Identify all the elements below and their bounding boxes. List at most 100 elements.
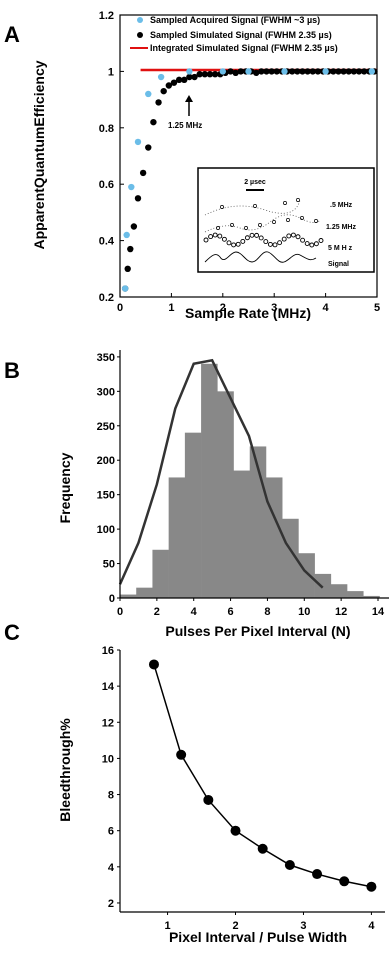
data-point [339, 876, 350, 887]
inset-sample-point [318, 238, 324, 243]
acquired-point [186, 68, 193, 75]
simulated-point [211, 71, 219, 78]
panel-letter-b: B [4, 358, 20, 383]
simulated-point [345, 68, 352, 75]
data-point [284, 860, 295, 871]
panel-a-y-label: ApparentQuantumEfficiency [31, 60, 47, 249]
simulated-point [145, 144, 152, 151]
panel-a-inset: 2 µsec .5 MHz 1.25 MHz 5 M H z [197, 167, 375, 273]
x-tick-label: 0 [117, 606, 123, 618]
acquired-point [281, 68, 288, 75]
acquired-point [245, 68, 252, 75]
legend-marker-simulated [137, 32, 143, 38]
simulated-point [288, 68, 296, 75]
y-tick-label: 50 [103, 559, 115, 571]
inset-sample-point [249, 232, 255, 238]
simulated-point [258, 68, 265, 75]
panel-b-chart: 0 50 100 150 200 250 300 350 0 2 4 6 8 10 12 14 Pulses… [57, 350, 389, 639]
simulated-point [127, 245, 134, 253]
legend-label-acquired: Sampled Acquired Signal (FWHM ~3 µs) [150, 15, 320, 25]
simulated-point [227, 68, 234, 75]
x-tick-label: 8 [264, 606, 270, 618]
inset-label-125mhz: 1.25 MHz [326, 224, 356, 231]
acquired-point [219, 68, 226, 75]
inset-sample-point [309, 242, 315, 248]
panel-letter-c: C [4, 620, 20, 645]
inset-label-5mhz: 5 M H z [328, 245, 353, 252]
panel-a-legend: Sampled Acquired Signal (FWHM ~3 µs) Sam… [130, 15, 338, 53]
panel-c-x-ticks: 1 2 3 4 [165, 912, 375, 932]
y-tick-label: 0 [109, 593, 115, 605]
simulated-point [268, 68, 275, 75]
simulated-point [299, 68, 306, 75]
simulated-point [139, 169, 147, 177]
data-point [257, 843, 268, 854]
annotation-label: 1.25 MHz [168, 121, 202, 130]
simulated-point [175, 76, 183, 84]
y-tick-label: 1 [108, 66, 114, 78]
panel-b-y-ticks: 0 50 100 150 200 250 300 350 [97, 352, 120, 605]
y-tick-label: 0.2 [99, 292, 114, 304]
y-tick-label: 4 [108, 862, 115, 874]
inset-sample-point [258, 235, 264, 241]
histogram-bar [298, 553, 315, 598]
x-tick-label: 14 [372, 606, 385, 618]
y-tick-label: 14 [102, 681, 115, 693]
simulated-point [170, 79, 178, 86]
x-tick-label: 4 [323, 302, 330, 314]
data-point [176, 749, 187, 760]
simulated-point [355, 68, 363, 75]
y-tick-label: 0.6 [99, 179, 114, 191]
inset-sample-point [313, 241, 319, 247]
inset-sample-point [300, 216, 304, 220]
inset-sample-point [244, 235, 250, 241]
acquired-point [123, 231, 130, 239]
y-tick-label: 200 [97, 455, 115, 467]
x-tick-label: 5 [374, 302, 380, 314]
panel-b-x-label: Pulses Per Pixel Interval (N) [165, 623, 350, 639]
inset-frame [197, 167, 375, 273]
histogram-bar [265, 477, 283, 598]
legend-marker-acquired [137, 17, 143, 23]
inset-sample-point [272, 242, 278, 248]
x-tick-label: 2 [154, 606, 160, 618]
simulated-point [253, 69, 260, 77]
histogram-bar [136, 587, 153, 598]
inset-sample-point [226, 240, 232, 246]
inset-scale-label: 2 µsec [244, 179, 266, 186]
simulated-point [294, 68, 301, 75]
histogram-bar [347, 591, 364, 598]
panel-c-y-ticks: 2 4 6 8 10 12 14 16 [102, 645, 120, 910]
y-tick-label: 150 [97, 490, 115, 502]
y-tick-label: 1.2 [99, 10, 114, 22]
inset-sample-point [231, 242, 237, 248]
simulated-point [150, 118, 157, 126]
inset-sample-point [277, 240, 283, 246]
histogram-bar [314, 573, 332, 598]
panel-b-fit-curve [118, 358, 324, 589]
inset-sample-point [314, 219, 318, 223]
inset-sample-point [258, 223, 262, 227]
y-tick-label: 300 [97, 386, 115, 398]
y-tick-label: 350 [97, 352, 115, 364]
inset-trace-signal [204, 251, 317, 263]
simulated-point [340, 68, 347, 75]
simulated-point [263, 68, 270, 75]
acquired-point [157, 73, 165, 81]
x-tick-label: 1 [165, 920, 171, 932]
x-tick-label: 2 [220, 302, 226, 314]
acquired-point [145, 90, 152, 98]
data-point [230, 825, 241, 836]
panel-a-annotation: 1.25 MHz [168, 95, 202, 130]
x-tick-label: 0 [117, 302, 123, 314]
simulated-point [155, 99, 162, 106]
inset-sample-point [286, 218, 290, 222]
acquired-point [128, 183, 135, 191]
inset-sample-point [281, 236, 287, 242]
x-tick-label: 3 [300, 920, 306, 932]
inset-sample-point [290, 232, 296, 238]
simulated-point [314, 68, 322, 75]
histogram-bar [152, 549, 169, 598]
inset-sample-point [254, 232, 260, 238]
